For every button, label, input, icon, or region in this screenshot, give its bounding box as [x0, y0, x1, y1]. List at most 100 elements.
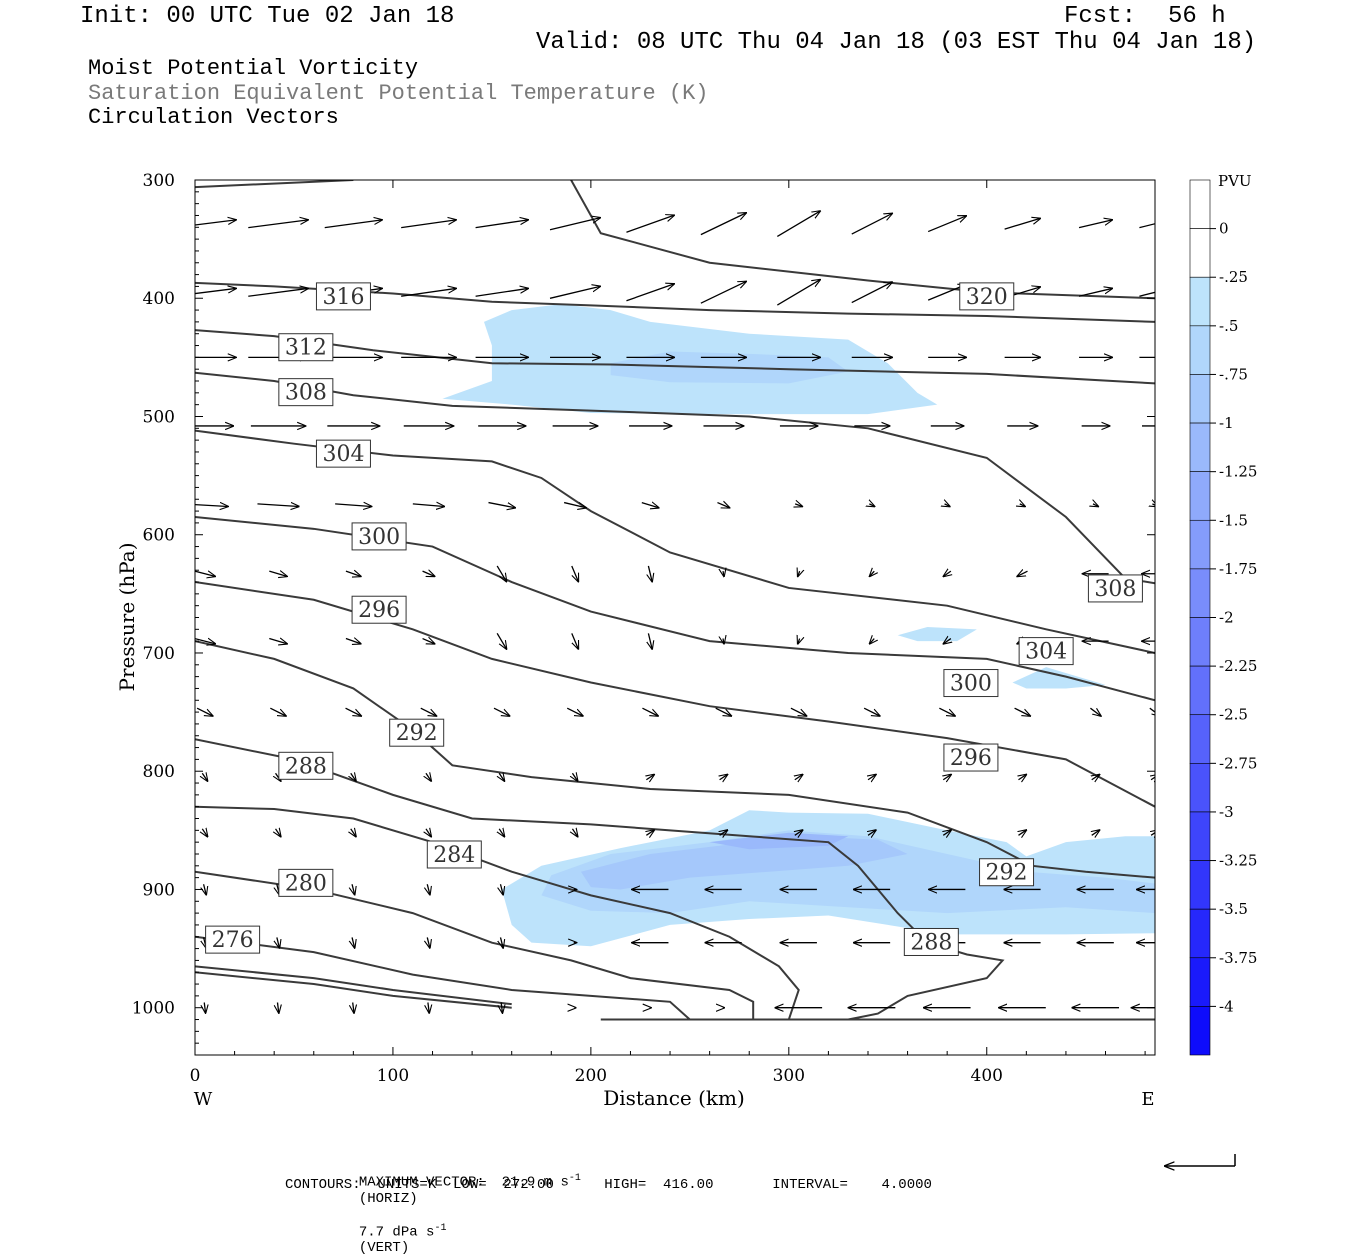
- circulation-vector-133: [720, 830, 728, 835]
- circulation-vector-80: [943, 571, 950, 576]
- circulation-vector-124: [1092, 775, 1100, 780]
- circulation-vector-58: [335, 504, 371, 507]
- svg-text:276: 276: [212, 928, 254, 953]
- circulation-vector-5: [549, 218, 600, 231]
- circulation-vector-70: [195, 571, 215, 576]
- contour-label-312: 312: [278, 333, 334, 362]
- circulation-vector-11: [1004, 218, 1041, 230]
- colorbar-tick-label-1: -.25: [1219, 268, 1248, 286]
- circulation-vector-59: [412, 504, 444, 507]
- svg-text:296: 296: [358, 598, 400, 623]
- circulation-vector-3: [401, 220, 456, 229]
- mpv-region-7: [1012, 667, 1106, 689]
- max-vector-vert-exp: -1: [434, 1222, 447, 1234]
- circulation-vector-77: [723, 571, 724, 576]
- circulation-vector-172: [501, 1002, 502, 1013]
- circulation-vector-72: [345, 571, 361, 576]
- contour-label-288: 288: [903, 927, 959, 956]
- x-label-east: E: [1141, 1089, 1154, 1110]
- circulation-vector-67: [1020, 504, 1025, 507]
- colorbar-cell-14: [1189, 860, 1211, 910]
- axis-layer: 300 400 500 600 700 800 900 1000 0 100 200 300 400: [132, 171, 1155, 1086]
- field-title-vectors: Circulation Vectors: [88, 105, 339, 130]
- field-title-mpv: Moist Potential Vorticity: [88, 56, 419, 81]
- colorbar-cell-1: [1189, 228, 1211, 278]
- x-tick-label-100: 100: [377, 1066, 409, 1086]
- contour-label-320: 320: [959, 282, 1015, 311]
- svg-text:300: 300: [950, 672, 992, 697]
- svg-text:288: 288: [910, 930, 952, 955]
- y-tick-label-600: 600: [143, 526, 175, 546]
- circulation-vector-18: [475, 288, 528, 297]
- circulation-vector-0: [195, 220, 236, 226]
- circulation-vector-15: [248, 288, 308, 297]
- circulation-vector-137: [1018, 830, 1026, 835]
- max-vector-horiz-label: (HORIZ): [358, 1190, 418, 1207]
- colorbar-cell-7: [1189, 519, 1211, 570]
- contour-label-308: 308: [1087, 574, 1143, 603]
- y-tick-label-1000: 1000: [132, 999, 175, 1019]
- colorbar-tick-label-15: -3.75: [1219, 949, 1257, 967]
- max-vector-vert: 7.7 dPa s: [358, 1224, 435, 1241]
- contour-label-292: 292: [389, 718, 445, 747]
- contour-label-304: 304: [315, 439, 371, 468]
- contour-label-316: 316: [315, 282, 371, 311]
- colorbar-cell-15: [1189, 908, 1211, 959]
- circulation-vector-88: [496, 633, 506, 649]
- circulation-vector-109: [1014, 707, 1031, 716]
- circulation-vector-122: [943, 775, 951, 780]
- circulation-vector-132: [646, 830, 654, 835]
- circulation-vector-9: [851, 213, 892, 235]
- colorbar-cell-0: [1189, 179, 1211, 229]
- x-tick-label-300: 300: [773, 1066, 805, 1086]
- circulation-vector-27: [1139, 291, 1155, 297]
- circulation-vector-14: [195, 288, 236, 295]
- circulation-vector-19: [549, 286, 600, 299]
- x-axis-title: Distance (km): [603, 1086, 745, 1110]
- colorbar-cell-8: [1189, 568, 1211, 618]
- colorbar: 0 -.25 -.5 -.75 -1 -1.25 -1.5 -1.75 -2 -2.25 -2.5 -…: [1189, 179, 1257, 1056]
- circulation-vector-6: [626, 215, 674, 233]
- circulation-vector-61: [563, 503, 586, 508]
- circulation-vector-63: [717, 503, 729, 508]
- contour-label-276: 276: [205, 925, 261, 954]
- circulation-vector-84: [195, 639, 215, 644]
- circulation-vector-57: [257, 504, 298, 507]
- mpv-region-5: [709, 832, 849, 850]
- circulation-vector-12: [1078, 220, 1112, 229]
- y-tick-label-300: 300: [143, 171, 175, 191]
- circulation-vector-139: [1151, 830, 1155, 835]
- scale-vector-icon: [1165, 1154, 1236, 1166]
- colorbar-tick-label-16: -4: [1219, 997, 1234, 1015]
- colorbar-cell-6: [1189, 471, 1211, 521]
- colorbar-cell-4: [1189, 374, 1211, 424]
- colorbar-tick-label-11: -2.75: [1219, 754, 1257, 772]
- svg-text:288: 288: [285, 754, 327, 779]
- colorbar-cell-2: [1189, 276, 1211, 327]
- colorbar-tick-label-8: -2: [1219, 609, 1234, 627]
- circulation-vector-136: [943, 830, 951, 835]
- circulation-vector-126: [202, 829, 207, 837]
- circulation-vector-73: [422, 571, 435, 576]
- cross-section-chart: 316 320 312 308 304 300 308 296 304 300 292 296 288 2…: [115, 171, 1257, 1200]
- theta-e-contour-280-9: [195, 870, 755, 1020]
- colorbar-tick-label-14: -3.5: [1219, 900, 1248, 918]
- circulation-vector-143: [427, 884, 430, 894]
- circulation-vector-98: [196, 707, 213, 716]
- colorbar-tick-label-0: 0: [1219, 220, 1229, 238]
- circulation-vector-10: [927, 216, 966, 233]
- theta-e-contour-296-5: [195, 581, 1155, 808]
- circulation-vector-94: [943, 639, 950, 644]
- svg-text:280: 280: [285, 871, 327, 896]
- circulation-vector-134: [795, 830, 803, 835]
- colorbar-cell-10: [1189, 665, 1211, 716]
- circulation-vector-135: [868, 830, 876, 835]
- colorbar-cell-11: [1189, 714, 1211, 764]
- circulation-vector-1: [248, 220, 308, 229]
- colorbar-cell-16: [1189, 957, 1211, 1007]
- x-tick-label-200: 200: [575, 1066, 607, 1086]
- colorbar-cell-17: [1189, 1006, 1211, 1056]
- colorbar-tick-label-9: -2.25: [1219, 657, 1257, 675]
- circulation-vector-114: [351, 773, 356, 781]
- colorbar-tick-label-4: -1: [1219, 414, 1234, 432]
